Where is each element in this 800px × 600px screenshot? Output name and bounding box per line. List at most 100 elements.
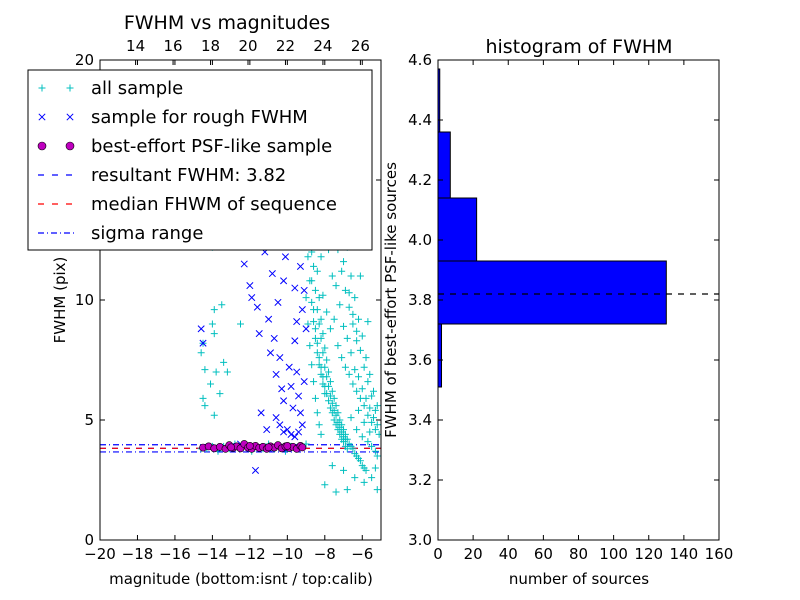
scatter-point-s1-29 (289, 404, 297, 412)
scatter-point-s0-113 (330, 416, 338, 424)
scatter-toptick-label-2: 18 (201, 37, 220, 55)
legend-entry-1-marker-0 (38, 113, 46, 121)
legend-entry-3-label: resultant FWHM: 3.82 (91, 165, 286, 186)
histogram-ytick-label-1: 3.2 (408, 471, 432, 489)
scatter-point-s2-25 (298, 443, 307, 452)
scatter-point-s0-189 (302, 294, 310, 302)
scatter-point-s1-16 (280, 397, 288, 405)
scatter-point-s0-171 (328, 462, 336, 470)
histogram-xtick-label-6: 120 (634, 545, 663, 563)
scatter-point-s0-217 (341, 286, 349, 294)
scatter-point-s1-3 (246, 282, 254, 290)
scatter-point-s0-203 (345, 289, 353, 297)
scatter-point-s0-125 (313, 306, 321, 314)
scatter-point-s0-43 (323, 308, 331, 316)
scatter-point-s0-147 (315, 361, 323, 369)
scatter-point-s1-32 (295, 392, 303, 400)
scatter-point-s0-135 (332, 411, 340, 419)
scatter-point-s1-48 (280, 277, 288, 285)
histogram-xtick-label-4: 80 (569, 545, 588, 563)
histogram-xtick-label-1: 20 (464, 545, 483, 563)
histogram-ytick-label-2: 3.4 (408, 411, 432, 429)
scatter-xtick-label-2: −16 (159, 545, 191, 563)
scatter-xtick-label-5: −10 (272, 545, 304, 563)
scatter-point-s1-41 (287, 430, 295, 438)
scatter-point-s0-66 (366, 404, 374, 412)
scatter-point-s0-206 (356, 346, 364, 354)
histogram-axes: 0 20 40 60 80 100 120 140 160 3.0 3.2 3.4 3.6 3.8 4.0 4… (408, 51, 733, 563)
scatter-point-s0-0 (197, 349, 205, 357)
scatter-point-s1-25 (296, 262, 305, 270)
scatter-point-s0-77 (319, 330, 327, 338)
scatter-point-s0-138 (338, 428, 346, 436)
scatter-point-s0-129 (321, 363, 329, 371)
scatter-point-s0-160 (358, 332, 366, 340)
scatter-point-s0-59 (353, 387, 361, 395)
scatter-point-s0-40 (317, 253, 325, 261)
scatter-point-s0-219 (349, 320, 357, 328)
scatter-point-s1-22 (291, 284, 299, 292)
legend-entry-1-marker-1 (66, 113, 74, 121)
legend: all sample sample for rough FWHM best-effo… (27, 69, 373, 251)
scatter-point-s0-9 (199, 394, 207, 402)
histogram-xtick-label-7: 140 (670, 545, 699, 563)
scatter-point-s1-35 (300, 378, 308, 386)
histogram-xtick-label-3: 60 (534, 545, 553, 563)
scatter-point-s0-216 (338, 267, 346, 275)
legend-entry-2-marker-1 (65, 141, 75, 151)
scatter-xtick-label-6: −8 (314, 545, 336, 563)
scatter-chart: FWHM vs magnitudes −20 −18 −16 −14 −12 −10 −8−… (27, 12, 382, 588)
scatter-point-s0-161 (362, 354, 370, 362)
scatter-toptick-label-5: 24 (313, 37, 332, 55)
scatter-point-s0-83 (330, 394, 338, 402)
scatter-point-s0-218 (345, 303, 353, 311)
scatter-point-s0-126 (315, 320, 323, 328)
scatter-point-s0-50 (336, 301, 344, 309)
scatter-point-s0-162 (366, 370, 374, 378)
scatter-point-s0-144 (310, 318, 318, 326)
scatter-point-s0-75 (315, 294, 323, 302)
scatter-point-s0-180 (332, 488, 340, 496)
scatter-point-s0-182 (315, 421, 323, 429)
scatter-point-s0-150 (321, 390, 329, 398)
scatter-point-s0-220 (353, 337, 361, 345)
scatter-point-s1-11 (270, 334, 278, 342)
scatter-point-s0-176 (321, 481, 329, 489)
scatter-point-s0-199 (360, 418, 368, 426)
scatter-point-s0-100 (362, 466, 370, 474)
scatter-point-s0-53 (341, 363, 349, 371)
scatter-point-s0-80 (325, 368, 333, 376)
legend-entry-5: sigma range (38, 223, 203, 244)
scatter-point-s0-172 (340, 466, 348, 474)
histogram-bar-0 (437, 323, 443, 388)
scatter-point-s0-191 (347, 414, 355, 422)
histogram-ytick-label-7: 4.4 (408, 111, 432, 129)
scatter-point-s0-205 (353, 327, 361, 335)
histogram-bar-1 (437, 260, 667, 325)
scatter-point-s0-159 (355, 315, 363, 323)
scatter-point-s1-26 (298, 306, 306, 314)
scatter-point-s1-36 (302, 325, 310, 333)
scatter-point-s0-13 (218, 301, 226, 309)
scatter-point-s0-104 (313, 339, 321, 347)
scatter-point-s0-198 (355, 406, 363, 414)
scatter-point-s0-62 (358, 385, 366, 393)
histogram-xlabel: number of sources (509, 570, 649, 588)
scatter-toptick-label-1: 16 (164, 37, 183, 55)
scatter-point-s1-40 (283, 426, 291, 434)
scatter-point-s0-204 (349, 310, 357, 318)
scatter-marks (100, 75, 381, 496)
scatter-point-s1-10 (268, 270, 276, 278)
scatter-point-s0-6 (216, 390, 224, 398)
legend-entry-4: median FHWM of sequence (38, 194, 337, 215)
legend-entry-0-label: all sample (91, 78, 183, 99)
scatter-point-s0-47 (330, 315, 338, 323)
histogram-plot-frame (437, 59, 720, 541)
scatter-point-s0-169 (356, 272, 364, 280)
scatter-point-s0-193 (358, 433, 366, 441)
legend-entry-2-label: best-effort PSF-like sample (91, 136, 332, 157)
scatter-point-s1-43 (295, 428, 303, 436)
scatter-point-s1-44 (263, 426, 271, 434)
scatter-point-s0-49 (334, 342, 342, 350)
scatter-xtick-label-7: −6 (351, 545, 373, 563)
